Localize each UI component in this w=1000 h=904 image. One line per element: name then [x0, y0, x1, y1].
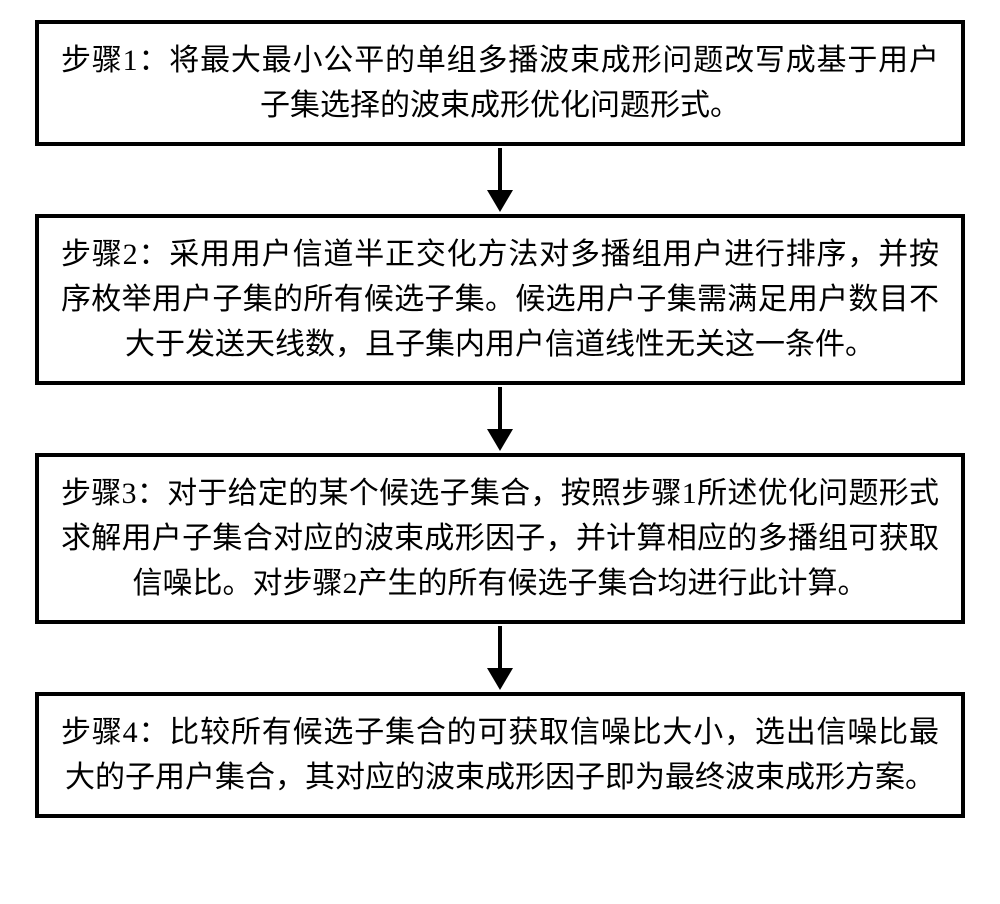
arrow-1 — [487, 146, 513, 214]
arrow-line — [498, 387, 502, 429]
step-text-3: 步骤3：对于给定的某个候选子集合，按照步骤1所述优化问题形式求解用户子集合对应的… — [61, 471, 939, 606]
step-box-4: 步骤4：比较所有候选子集合的可获取信噪比大小，选出信噪比最大的子用户集合，其对应… — [35, 692, 965, 818]
arrow-line — [498, 626, 502, 668]
step-text-2: 步骤2：采用用户信道半正交化方法对多播组用户进行排序，并按序枚举用户子集的所有候… — [61, 232, 939, 367]
step-text-1: 步骤1：将最大最小公平的单组多播波束成形问题改写成基于用户子集选择的波束成形优化… — [61, 38, 939, 128]
arrow-head-icon — [487, 429, 513, 451]
step-box-2: 步骤2：采用用户信道半正交化方法对多播组用户进行排序，并按序枚举用户子集的所有候… — [35, 214, 965, 385]
arrow-3 — [487, 624, 513, 692]
step-box-1: 步骤1：将最大最小公平的单组多播波束成形问题改写成基于用户子集选择的波束成形优化… — [35, 20, 965, 146]
flowchart-container: 步骤1：将最大最小公平的单组多播波束成形问题改写成基于用户子集选择的波束成形优化… — [35, 20, 965, 818]
step-text-4: 步骤4：比较所有候选子集合的可获取信噪比大小，选出信噪比最大的子用户集合，其对应… — [61, 710, 939, 800]
arrow-head-icon — [487, 190, 513, 212]
arrow-head-icon — [487, 668, 513, 690]
arrow-2 — [487, 385, 513, 453]
step-box-3: 步骤3：对于给定的某个候选子集合，按照步骤1所述优化问题形式求解用户子集合对应的… — [35, 453, 965, 624]
arrow-line — [498, 148, 502, 190]
